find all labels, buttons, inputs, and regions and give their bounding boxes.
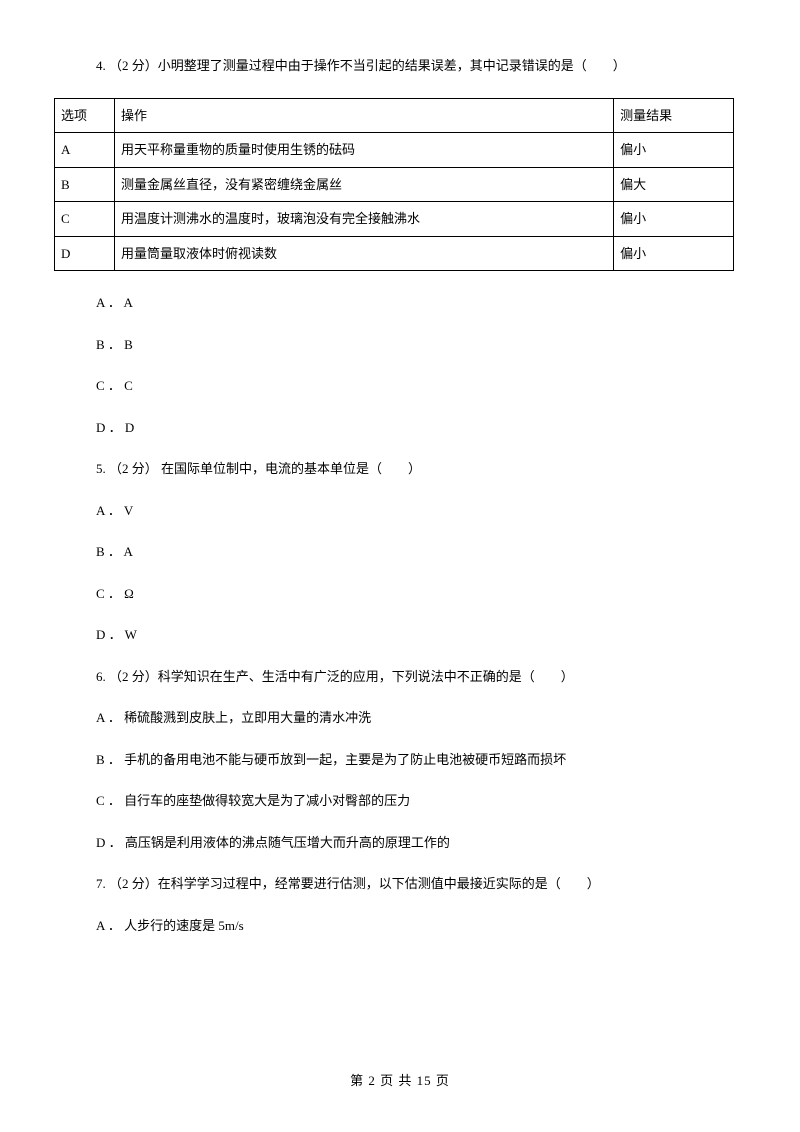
table-row: A 用天平称量重物的质量时使用生锈的砝码 偏小 — [55, 133, 734, 168]
choice-a: A ． V — [70, 501, 730, 521]
choice-d: D ． 高压锅是利用液体的沸点随气压增大而升高的原理工作的 — [70, 833, 730, 853]
table-row: 选项 操作 测量结果 — [55, 98, 734, 133]
cell-op: 用量筒量取液体时俯视读数 — [114, 236, 613, 271]
cell-res: 偏小 — [614, 202, 734, 237]
cell-opt: B — [55, 167, 115, 202]
th-operation: 操作 — [114, 98, 613, 133]
choice-a: A ． A — [70, 293, 730, 313]
q4-table: 选项 操作 测量结果 A 用天平称量重物的质量时使用生锈的砝码 偏小 B 测量金… — [54, 98, 734, 272]
q7-choices: A ． 人步行的速度是 5m/s — [70, 916, 730, 936]
cell-res: 偏大 — [614, 167, 734, 202]
choice-c: C ． 自行车的座垫做得较宽大是为了减小对臀部的压力 — [70, 791, 730, 811]
choice-b: B ． B — [70, 335, 730, 355]
q6-choices: A ． 稀硫酸溅到皮肤上，立即用大量的清水冲洗 B ． 手机的备用电池不能与硬币… — [70, 708, 730, 852]
q5-stem: 5. （2 分） 在国际单位制中，电流的基本单位是（ ） — [70, 459, 730, 479]
choice-a: A ． 稀硫酸溅到皮肤上，立即用大量的清水冲洗 — [70, 708, 730, 728]
q4-stem: 4. （2 分）小明整理了测量过程中由于操作不当引起的结果误差，其中记录错误的是… — [70, 56, 730, 76]
q7-stem: 7. （2 分）在科学学习过程中，经常要进行估测，以下估测值中最接近实际的是（ … — [70, 874, 730, 894]
q4-choices: A ． A B ． B C ． C D ． D — [70, 293, 730, 437]
q5-choices: A ． V B ． A C ． Ω D ． W — [70, 501, 730, 645]
table-row: C 用温度计测沸水的温度时，玻璃泡没有完全接触沸水 偏小 — [55, 202, 734, 237]
choice-d: D ． D — [70, 418, 730, 438]
choice-d: D ． W — [70, 625, 730, 645]
choice-b: B ． 手机的备用电池不能与硬币放到一起，主要是为了防止电池被硬币短路而损坏 — [70, 750, 730, 770]
cell-opt: D — [55, 236, 115, 271]
cell-op: 测量金属丝直径，没有紧密缠绕金属丝 — [114, 167, 613, 202]
page-content: 4. （2 分）小明整理了测量过程中由于操作不当引起的结果误差，其中记录错误的是… — [70, 56, 730, 935]
cell-res: 偏小 — [614, 236, 734, 271]
choice-a: A ． 人步行的速度是 5m/s — [70, 916, 730, 936]
cell-opt: C — [55, 202, 115, 237]
choice-c: C ． C — [70, 376, 730, 396]
cell-op: 用天平称量重物的质量时使用生锈的砝码 — [114, 133, 613, 168]
cell-opt: A — [55, 133, 115, 168]
th-result: 测量结果 — [614, 98, 734, 133]
page-footer: 第 2 页 共 15 页 — [0, 1071, 800, 1091]
table-row: D 用量筒量取液体时俯视读数 偏小 — [55, 236, 734, 271]
q6-stem: 6. （2 分）科学知识在生产、生活中有广泛的应用，下列说法中不正确的是（ ） — [70, 667, 730, 687]
table-row: B 测量金属丝直径，没有紧密缠绕金属丝 偏大 — [55, 167, 734, 202]
th-option: 选项 — [55, 98, 115, 133]
cell-res: 偏小 — [614, 133, 734, 168]
cell-op: 用温度计测沸水的温度时，玻璃泡没有完全接触沸水 — [114, 202, 613, 237]
choice-b: B ． A — [70, 542, 730, 562]
choice-c: C ． Ω — [70, 584, 730, 604]
